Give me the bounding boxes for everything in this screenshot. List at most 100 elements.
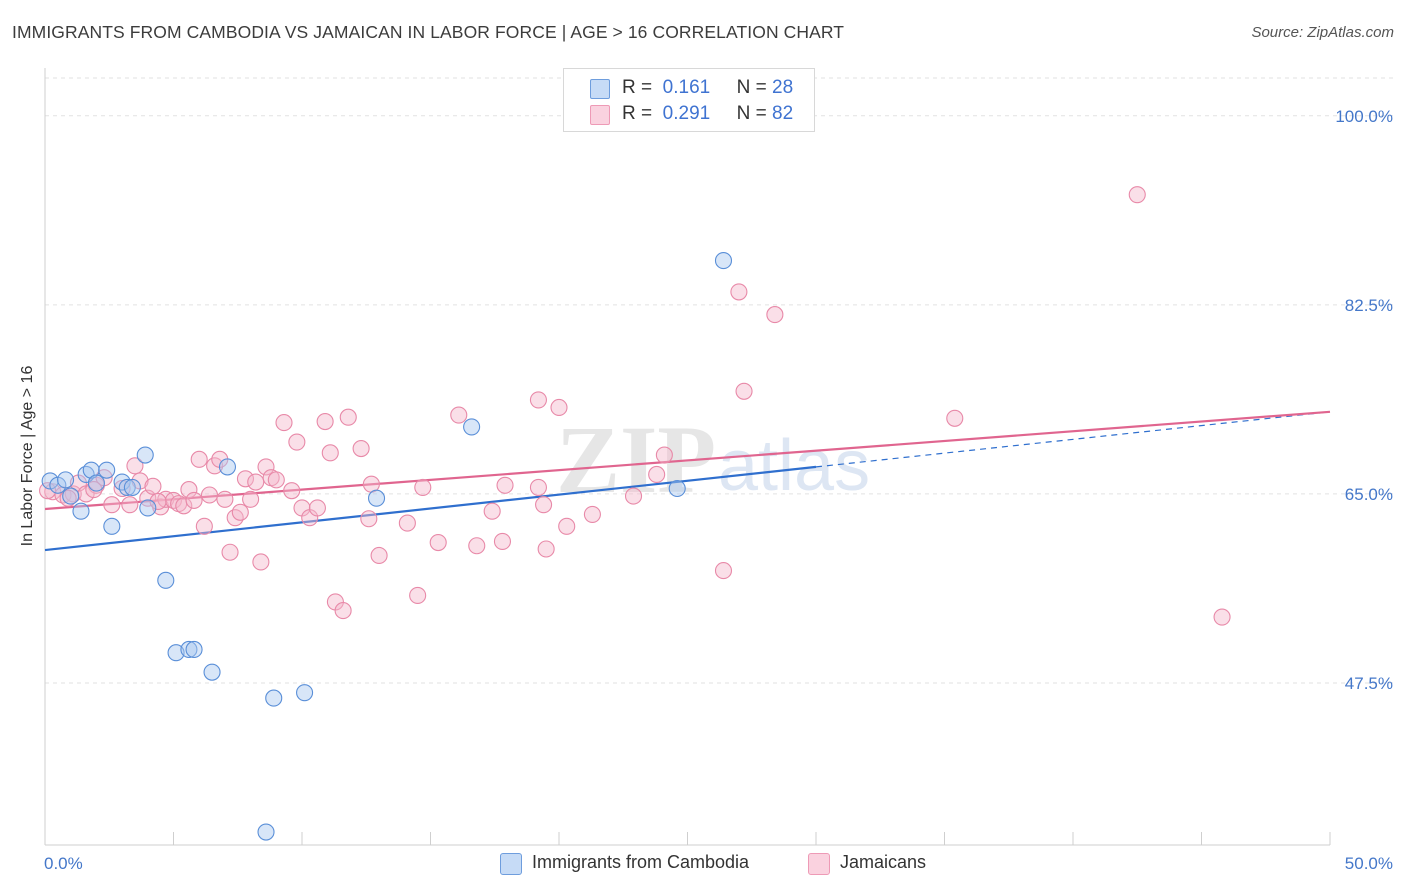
y-tick-label: 47.5% bbox=[1345, 674, 1393, 693]
cambodia-point bbox=[87, 474, 105, 492]
jamaican-point bbox=[200, 486, 219, 504]
jamaican-point bbox=[216, 490, 234, 508]
jamaican-point bbox=[493, 532, 512, 550]
cambodia-point bbox=[367, 489, 386, 507]
y-tick-label: 82.5% bbox=[1345, 296, 1393, 315]
jamaican-point bbox=[529, 391, 547, 409]
grid-layer bbox=[45, 77, 1394, 684]
jamaican-point bbox=[550, 398, 568, 417]
cambodia-point bbox=[57, 471, 75, 489]
cambodia-point bbox=[714, 252, 733, 270]
legend-n-value: 28 bbox=[772, 77, 794, 98]
chart-title: IMMIGRANTS FROM CAMBODIA VS JAMAICAN IN … bbox=[12, 22, 845, 42]
y-tick-label: 65.0% bbox=[1345, 485, 1393, 504]
jamaican-point bbox=[334, 602, 352, 620]
jamaican-point bbox=[247, 473, 265, 491]
legend-stats-cambodia: R = 0.161 N = 28 bbox=[622, 77, 793, 99]
jamaican-point bbox=[624, 487, 643, 505]
jamaican-point bbox=[242, 490, 260, 508]
x-tick-label-max: 50.0% bbox=[1345, 854, 1393, 873]
series-swatch-pink bbox=[808, 853, 830, 875]
legend-r-value: 0.161 bbox=[662, 77, 711, 98]
cambodia-point bbox=[98, 461, 116, 479]
trend-layer bbox=[44, 410, 1331, 552]
jamaican-point bbox=[398, 514, 416, 532]
jamaican-point bbox=[496, 476, 514, 494]
jamaican-point bbox=[468, 537, 486, 555]
series-label-cambodia: Immigrants from Cambodia bbox=[532, 852, 750, 872]
cambodia-point bbox=[668, 479, 686, 498]
jamaican-point bbox=[180, 481, 198, 499]
jamaican-point bbox=[429, 533, 447, 552]
jamaican-point bbox=[735, 382, 753, 400]
jamaican-point bbox=[583, 505, 601, 523]
jamaican-point bbox=[175, 497, 193, 515]
jamaican-point bbox=[149, 492, 167, 511]
cambodia-point bbox=[139, 499, 157, 517]
points-layer bbox=[39, 186, 1231, 841]
jamaican-point bbox=[185, 491, 203, 509]
jamaican-point bbox=[414, 478, 432, 496]
jamaican-point bbox=[59, 489, 77, 507]
jamaican-point bbox=[221, 543, 239, 561]
jamaican-point bbox=[529, 478, 547, 496]
cambodia-point bbox=[72, 502, 90, 520]
y-tick-label: 100.0% bbox=[1335, 107, 1393, 126]
stats-legend: R = 0.161 N = 28 R = 0.291 N = 82 bbox=[563, 68, 815, 132]
cambodia-point bbox=[157, 571, 175, 589]
cambodia-point bbox=[463, 418, 481, 436]
jamaican-point bbox=[483, 502, 501, 520]
cambodia-point bbox=[123, 478, 141, 496]
jamaican-trend-line bbox=[44, 410, 1331, 511]
jamaican-point bbox=[1213, 608, 1231, 626]
cambodia-point bbox=[82, 461, 100, 479]
legend-r-label: R = bbox=[622, 103, 653, 124]
legend-r-value: 0.291 bbox=[662, 103, 711, 124]
jamaican-point bbox=[308, 499, 326, 517]
jamaican-point bbox=[352, 439, 370, 458]
jamaican-point bbox=[252, 553, 270, 571]
legend-stats-jamaicans: R = 0.291 N = 82 bbox=[622, 103, 793, 125]
jamaican-point bbox=[730, 283, 748, 301]
jamaican-point bbox=[288, 433, 306, 451]
jamaican-point bbox=[655, 446, 673, 464]
cambodia-point bbox=[118, 478, 136, 496]
cambodia-point bbox=[203, 663, 221, 681]
watermark-atlas: atlas bbox=[718, 426, 870, 506]
cambodia-point bbox=[103, 517, 121, 535]
cambodia-point bbox=[185, 640, 203, 659]
jamaican-point bbox=[283, 482, 301, 500]
jamaican-point bbox=[275, 414, 293, 432]
cambodia-point bbox=[218, 458, 237, 476]
cambodia-point bbox=[180, 640, 198, 659]
series-swatch-blue bbox=[500, 853, 522, 875]
jamaican-point bbox=[360, 510, 378, 528]
axis-layer bbox=[44, 68, 1331, 846]
jamaican-point bbox=[257, 458, 275, 476]
legend-swatch-pink bbox=[590, 105, 610, 125]
jamaican-point bbox=[103, 496, 121, 514]
jamaican-point bbox=[648, 465, 666, 484]
jamaican-point bbox=[144, 477, 162, 495]
jamaican-point bbox=[195, 517, 213, 535]
legend-r-label: R = bbox=[622, 77, 653, 98]
jamaican-point bbox=[1128, 186, 1146, 204]
legend-n-label: N = bbox=[736, 103, 767, 124]
tick-label-layer: 47.5% 65.0% 82.5% 100.0% 0.0% 50.0% bbox=[44, 107, 1393, 873]
jamaican-point bbox=[236, 470, 255, 488]
cambodia-point bbox=[265, 689, 283, 707]
jamaican-point bbox=[316, 412, 334, 431]
source-label: Source: ZipAtlas.com bbox=[1251, 24, 1394, 41]
jamaican-point bbox=[231, 503, 249, 521]
legend-n-value: 82 bbox=[772, 103, 794, 124]
jamaican-point bbox=[39, 482, 57, 500]
cambodia-trend-extension bbox=[815, 411, 1331, 468]
cambodia-point bbox=[167, 644, 185, 662]
cambodia-point bbox=[296, 684, 314, 702]
jamaican-point bbox=[537, 540, 555, 558]
jamaican-point bbox=[409, 586, 427, 605]
jamaican-point bbox=[121, 496, 139, 514]
jamaican-point bbox=[558, 517, 576, 535]
jamaican-point bbox=[339, 408, 357, 426]
